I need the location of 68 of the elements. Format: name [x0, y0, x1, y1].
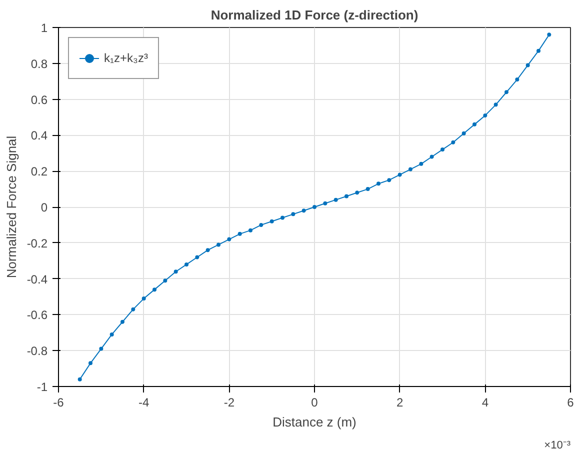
point — [280, 216, 284, 220]
point — [270, 219, 274, 224]
point — [376, 182, 380, 186]
point — [494, 102, 498, 107]
point — [526, 63, 530, 68]
point — [131, 307, 136, 312]
y-tick-label: -0.2 — [26, 236, 48, 250]
x-tick-label: -6 — [53, 396, 64, 410]
y-tick-label: 0.8 — [30, 56, 48, 71]
point — [238, 232, 242, 236]
y-tick-label: -0.4 — [26, 272, 48, 286]
point — [451, 140, 456, 144]
point — [142, 296, 146, 301]
point — [387, 178, 392, 182]
point — [504, 90, 508, 94]
point — [440, 148, 444, 152]
point — [408, 167, 412, 172]
point — [88, 361, 92, 366]
point — [291, 212, 296, 216]
point — [547, 32, 552, 37]
point — [184, 262, 188, 266]
point — [163, 278, 168, 283]
point — [398, 172, 402, 177]
chart-title: Normalized 1D Force (z-direction) — [210, 8, 418, 22]
point — [259, 222, 264, 227]
point — [334, 198, 338, 202]
point — [302, 208, 306, 213]
point — [152, 288, 156, 292]
x-tick-label: -2 — [224, 396, 235, 410]
y-tick-label: 0.4 — [30, 128, 48, 143]
y-tick-label: -0.6 — [26, 308, 48, 322]
y-axis-title: Normalized Force Signal — [4, 136, 19, 278]
text: ×10⁻³ — [544, 440, 571, 452]
y-tick-label: 0 — [40, 200, 48, 214]
point — [110, 332, 114, 336]
point — [419, 162, 424, 166]
point — [206, 248, 210, 252]
point — [99, 346, 104, 351]
point — [248, 228, 252, 232]
x-tick-label: 6 — [567, 396, 574, 410]
point — [536, 48, 540, 53]
point — [430, 154, 434, 159]
x-tick-label: 0 — [311, 396, 318, 410]
point — [227, 237, 232, 242]
x-axis-title: Distance z (m) — [272, 414, 356, 430]
point — [323, 201, 328, 206]
point — [472, 122, 476, 126]
y-tick-label: 0.2 — [30, 164, 48, 179]
point — [216, 242, 220, 247]
point — [344, 194, 348, 198]
point — [312, 205, 316, 209]
x-tick-label: 4 — [482, 396, 489, 410]
y-tick-label: -0.8 — [26, 344, 48, 358]
point — [483, 113, 488, 118]
x-tick-label: 2 — [396, 396, 404, 410]
point — [78, 377, 82, 382]
point — [174, 270, 178, 274]
y-tick-label: 0.6 — [30, 92, 48, 107]
point — [462, 131, 466, 136]
y-tick-label: 1 — [40, 21, 48, 35]
point — [120, 320, 124, 324]
x-tick-label: -4 — [138, 396, 150, 410]
point — [366, 187, 370, 192]
point — [195, 255, 200, 260]
point — [355, 190, 360, 195]
legend-label: k₁z+k₃z³ — [104, 51, 148, 65]
y-tick-label: -1 — [36, 380, 48, 394]
point — [515, 78, 520, 82]
